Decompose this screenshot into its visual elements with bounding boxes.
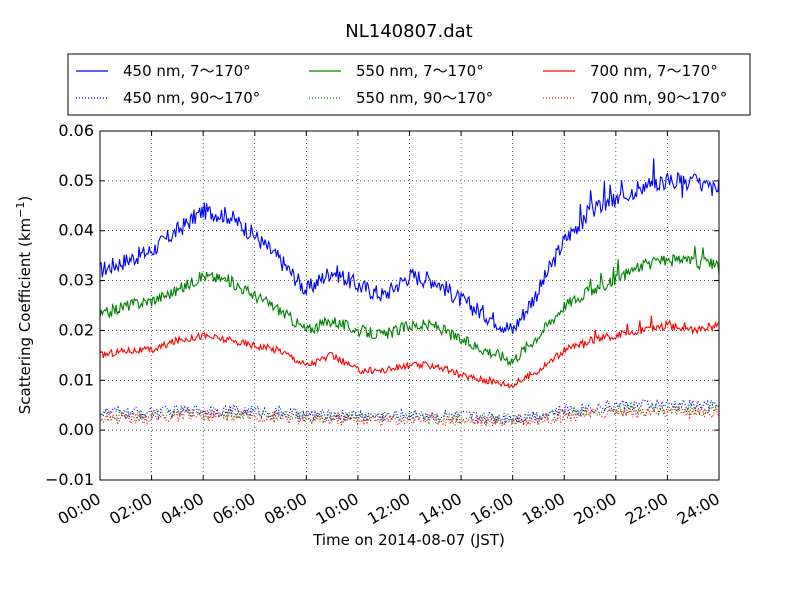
- x-tick-label: 00:00: [55, 489, 104, 529]
- y-tick-label: −0.01: [45, 470, 94, 489]
- series-layer: [99, 158, 720, 428]
- y-axis-label: Scattering Coefficient (km−1): [14, 196, 34, 415]
- y-tick-label: 0.01: [58, 370, 94, 389]
- x-tick-label: 06:00: [209, 489, 258, 529]
- x-tick-label: 14:00: [416, 489, 465, 529]
- y-axis-label-sup: −1: [14, 202, 27, 218]
- y-axis-label-close: ): [16, 196, 34, 202]
- y-tick-label: 0.05: [58, 171, 94, 190]
- x-tick-label: 20:00: [570, 489, 619, 529]
- x-tick-label: 12:00: [364, 489, 413, 529]
- grid: [99, 130, 720, 481]
- x-tick-label: 24:00: [674, 489, 723, 529]
- legend-label-1: 450 nm, 90～170°: [123, 89, 260, 107]
- series-line-5: [99, 405, 720, 428]
- x-tick-label: 02:00: [106, 489, 155, 529]
- chart-title: NL140807.dat: [345, 21, 472, 42]
- legend-box: [67, 53, 751, 116]
- legend-label-5: 700 nm, 90～170°: [590, 89, 727, 107]
- series-line-4: [99, 315, 720, 389]
- legend-label-3: 550 nm, 90～170°: [356, 89, 493, 107]
- y-tick-label: 0.03: [58, 271, 94, 290]
- x-tick-label: 08:00: [261, 489, 310, 529]
- legend-label-2: 550 nm, 7～170°: [356, 62, 484, 80]
- series-line-2: [99, 245, 720, 367]
- x-tick-label: 04:00: [158, 489, 207, 529]
- series-line-0: [99, 158, 720, 334]
- y-tick-label: 0.04: [58, 221, 94, 240]
- legend: 450 nm, 7～170° 550 nm, 7～170° 700 nm, 7～17…: [67, 53, 751, 116]
- series-line-1: [99, 397, 720, 425]
- x-tick-label: 10:00: [312, 489, 361, 529]
- x-tick-label: 18:00: [519, 489, 568, 529]
- legend-label-0: 450 nm, 7～170°: [123, 62, 251, 80]
- x-axis-label: Time on 2014-08-07 (JST): [312, 531, 505, 549]
- y-axis-label-main: Scattering Coefficient (km: [16, 218, 34, 414]
- x-tick-label: 22:00: [622, 489, 671, 529]
- x-tick-label: 16:00: [467, 489, 516, 529]
- y-tick-label: 0.06: [58, 121, 94, 140]
- y-tick-label: 0.02: [58, 320, 94, 339]
- y-tick-label: 0.00: [58, 420, 94, 439]
- legend-label-4: 700 nm, 7～170°: [590, 62, 718, 80]
